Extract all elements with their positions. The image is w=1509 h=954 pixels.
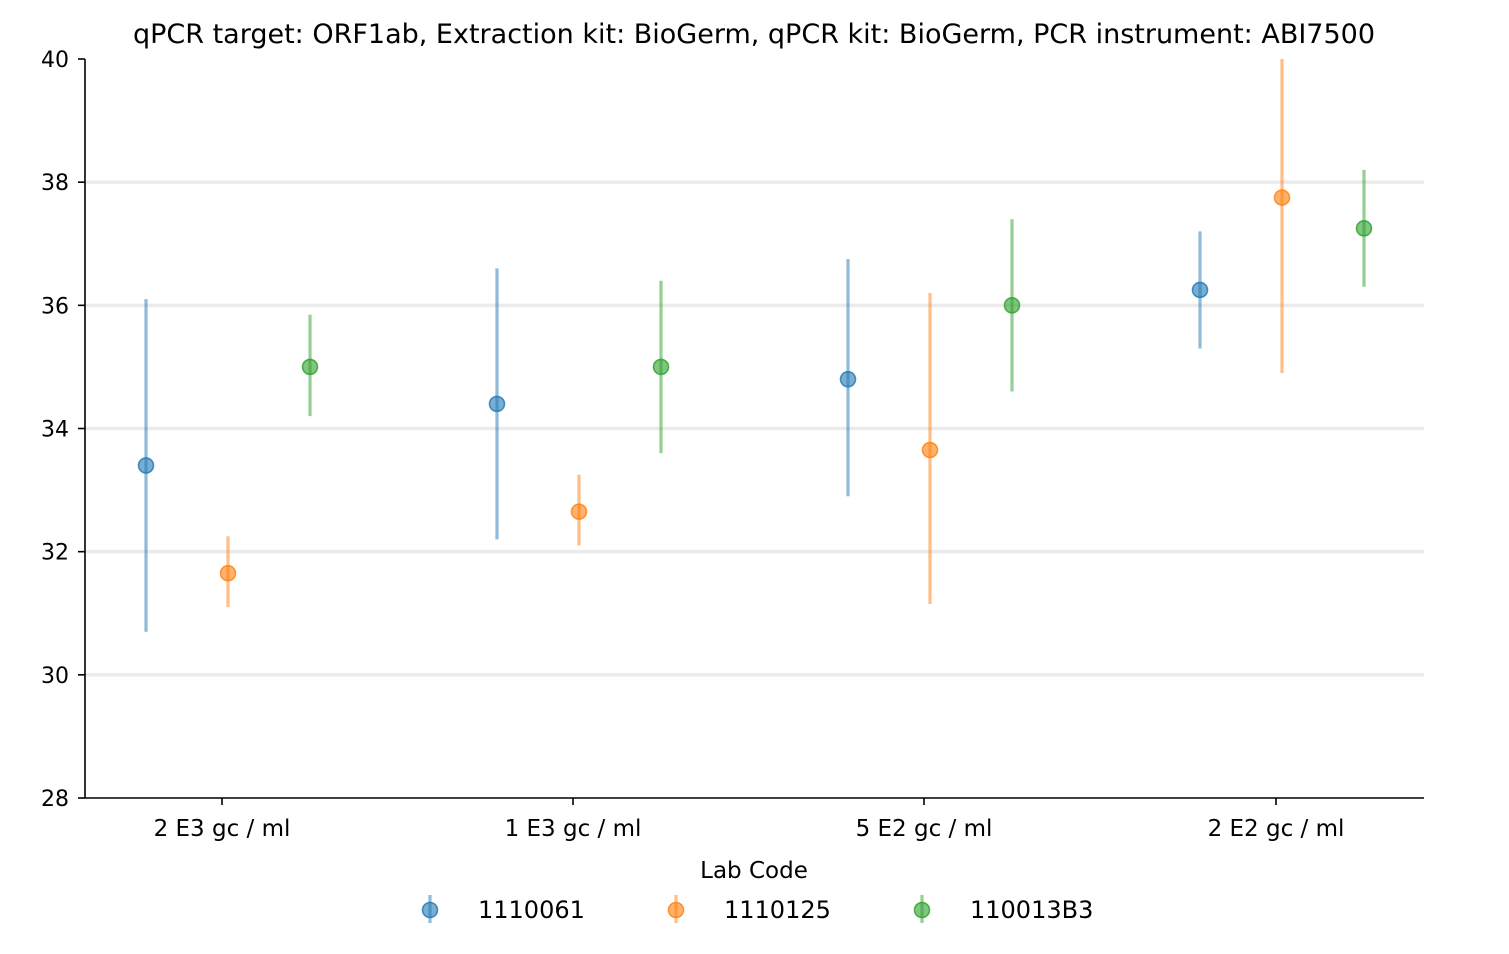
- data-point: [1003, 297, 1021, 314]
- data-point: [137, 457, 155, 474]
- x-tick-label: 1 E3 gc / ml: [505, 816, 642, 842]
- y-axis-ticks: 28 30 32 34 36 38 40: [41, 48, 85, 812]
- data-point: [570, 503, 588, 520]
- data-point: [921, 441, 939, 459]
- x-axis-ticks: 2 E3 gc / ml 1 E3 gc / ml 5 E2 gc / ml 2 E2…: [154, 798, 1345, 842]
- y-tick-label: 38: [41, 171, 69, 196]
- data-point: [839, 370, 857, 388]
- data-point: [488, 395, 506, 413]
- legend-label: 110013B3: [970, 896, 1093, 924]
- x-tick-label: 2 E3 gc / ml: [154, 816, 291, 842]
- legend-marker: [913, 901, 931, 919]
- legend-label: 1110125: [724, 896, 831, 924]
- data-point: [1191, 281, 1209, 299]
- legend-title: Lab Code: [700, 858, 808, 884]
- legend-label: 1110061: [478, 896, 585, 924]
- y-tick-label: 40: [41, 48, 69, 73]
- y-tick-label: 28: [41, 787, 69, 812]
- y-tick-label: 36: [41, 294, 69, 319]
- gridlines: [85, 180, 1424, 677]
- x-tick-label: 2 E2 gc / ml: [1208, 816, 1345, 842]
- x-tick-label: 5 E2 gc / ml: [856, 816, 993, 842]
- data-point: [1273, 189, 1291, 206]
- data-marks: [137, 59, 1373, 632]
- data-point: [301, 358, 319, 376]
- data-point: [652, 358, 670, 376]
- y-tick-label: 30: [41, 664, 69, 689]
- y-tick-label: 32: [41, 541, 69, 566]
- legend-marker: [421, 901, 439, 919]
- data-point: [219, 564, 237, 582]
- chart-title: qPCR target: ORF1ab, Extraction kit: Bio…: [133, 19, 1375, 50]
- data-point: [1355, 220, 1373, 237]
- legend-marker: [667, 901, 685, 919]
- legend: 1110061 1110125 110013B3: [421, 895, 1093, 924]
- y-tick-label: 34: [41, 418, 69, 443]
